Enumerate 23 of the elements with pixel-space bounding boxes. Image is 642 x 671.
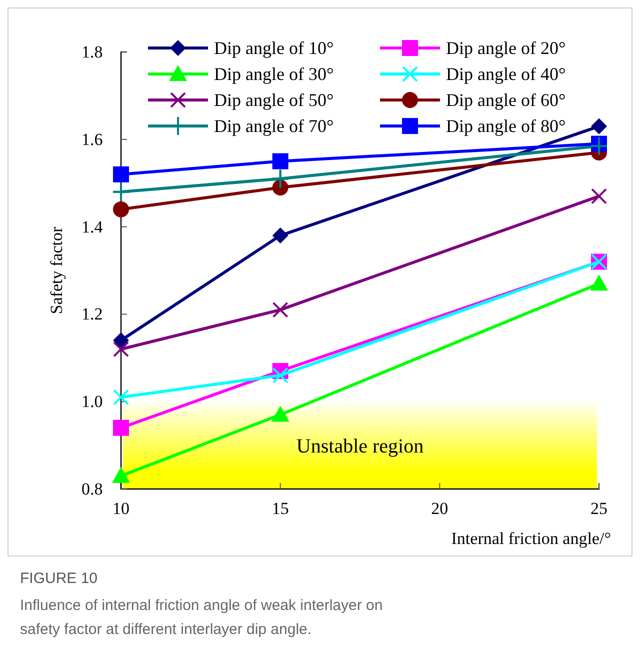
x-tick-label: 20 xyxy=(431,499,448,518)
x-axis-title: Internal friction angle/° xyxy=(451,529,611,548)
band-label: Unstable region xyxy=(296,435,424,458)
legend-label: Dip angle of 50° xyxy=(214,90,334,110)
legend-label: Dip angle of 80° xyxy=(446,116,566,136)
y-tick-label: 1.8 xyxy=(81,42,103,62)
y-tick-label: 1.2 xyxy=(81,304,103,324)
x-tick-label: 10 xyxy=(112,499,130,518)
legend-label: Dip angle of 20° xyxy=(446,38,566,58)
text: Influence of internal friction angle of weak interlayer on safety factor at different interlayer dip angle. xyxy=(20,597,383,638)
caption: FIGURE 10 xyxy=(20,570,98,587)
legend-label: Dip angle of 70° xyxy=(214,116,334,136)
legend-label: Dip angle of 60° xyxy=(446,90,566,110)
y-tick-label: 1.4 xyxy=(81,217,104,236)
y-tick-label: 1.0 xyxy=(81,392,103,412)
legend-label: Dip angle of 10° xyxy=(214,38,334,58)
y-tick-label: 1.6 xyxy=(81,130,103,149)
legend-label: Dip angle of 40° xyxy=(446,64,566,84)
y-tick-label: 0.8 xyxy=(81,479,103,498)
y-axis-title: Safety factor xyxy=(47,226,66,314)
x-tick-label: 15 xyxy=(272,499,289,518)
legend-label: Dip angle of 30° xyxy=(214,64,334,84)
x-tick-label: 25 xyxy=(590,499,608,518)
